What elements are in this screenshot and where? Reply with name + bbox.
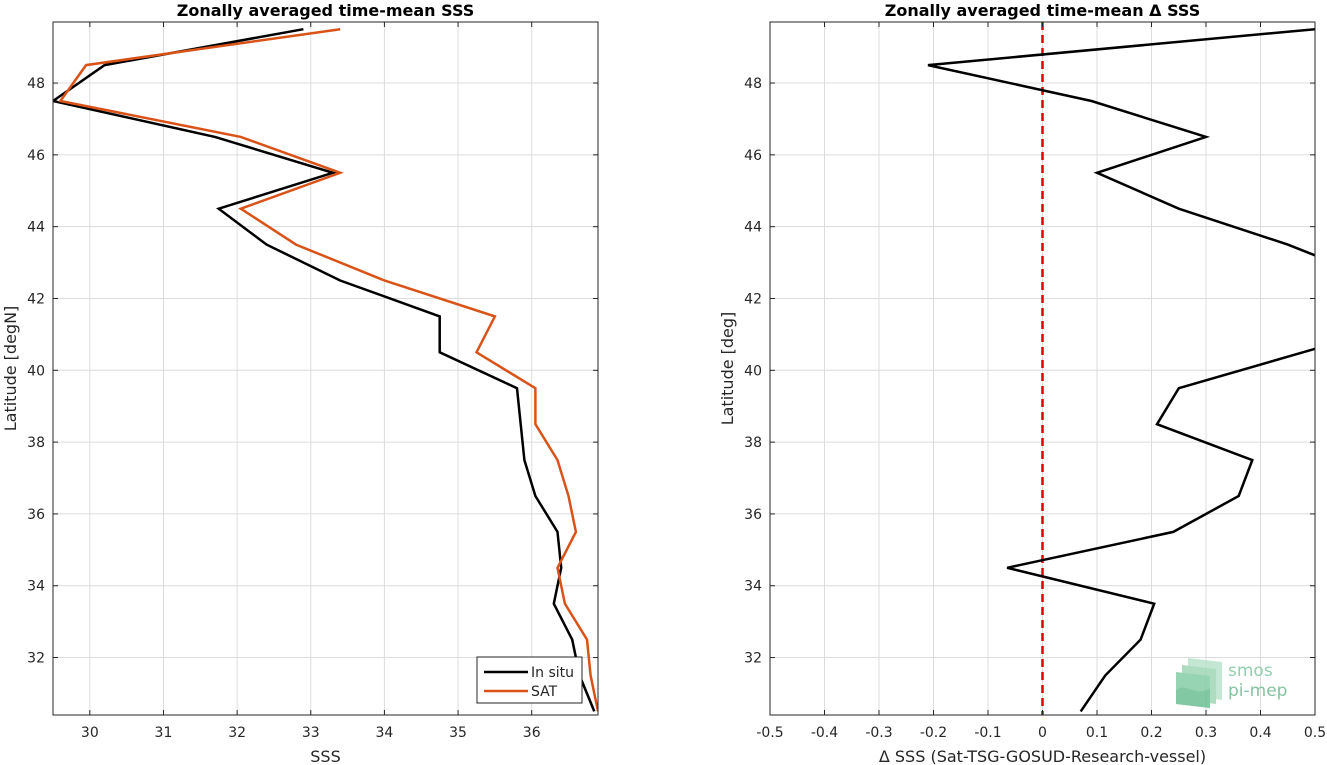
logo-wave-icon (1176, 658, 1222, 708)
logo-text-smos: smos (1228, 661, 1273, 681)
right-chart: -0.5 -0.4 -0.3 -0.2 -0.1 0 0.1 0.2 0.3 0.4 0.5 32 34… (718, 1, 1326, 765)
legend-label-insitu: In situ (531, 665, 574, 681)
right-x-tick-label: 0.5 (1304, 725, 1326, 741)
left-series (53, 27, 598, 712)
left-axes-box (52, 21, 599, 716)
right-y-tick-label: 40 (744, 363, 762, 379)
logo-text-pi-mep: pi-mep (1228, 681, 1287, 701)
smos-pi-mep-logo: smos pi-mep (1176, 658, 1287, 708)
right-x-tick-label: 0.2 (1140, 725, 1162, 741)
right-y-tick-label: 42 (744, 291, 762, 307)
left-y-tick-label: 40 (27, 363, 45, 379)
left-x-tick-label: 33 (302, 725, 320, 741)
right-y-axis-label: Latitude [deg] (718, 312, 737, 426)
right-x-tick-label: -0.2 (920, 725, 947, 741)
right-y-tick-label: 36 (744, 507, 762, 523)
left-y-tick-label: 48 (27, 76, 45, 92)
left-x-axis-label: SSS (310, 747, 340, 765)
left-series-line-sat (58, 27, 598, 712)
right-x-tick-label: -0.1 (974, 725, 1001, 741)
right-y-tick-label: 48 (744, 76, 762, 92)
right-x-tick-label: 0.4 (1249, 725, 1271, 741)
right-x-tick-label: 0.3 (1195, 725, 1217, 741)
left-y-tick-label: 38 (27, 435, 45, 451)
right-series-line-segment-2 (927, 27, 1315, 257)
left-x-tick-label: 34 (376, 725, 394, 741)
left-y-tick-label: 36 (27, 507, 45, 523)
legend-label-sat: SAT (531, 684, 558, 700)
left-y-tick-label: 44 (27, 220, 45, 236)
right-x-tick-label: -0.3 (865, 725, 892, 741)
right-y-tick-label: 46 (744, 148, 762, 164)
right-series (927, 27, 1315, 713)
right-series-line-segment-1 (1006, 347, 1315, 713)
left-x-tick-label: 36 (523, 725, 541, 741)
right-x-tick-label: -0.5 (756, 725, 783, 741)
right-y-tick-label: 32 (744, 651, 762, 667)
left-x-tick-label: 30 (81, 725, 99, 741)
left-y-tick-label: 46 (27, 148, 45, 164)
left-grid (53, 22, 598, 715)
right-y-tick-label: 44 (744, 220, 762, 236)
left-series-line-in-situ (53, 27, 596, 712)
right-ticks: -0.5 -0.4 -0.3 -0.2 -0.1 0 0.1 0.2 0.3 0.4 0.5 32 34… (744, 22, 1326, 741)
left-chart-title: Zonally averaged time-mean SSS (177, 1, 475, 20)
right-x-axis-label: Δ SSS (Sat-TSG-GOSUD-Research-vessel) (879, 747, 1206, 765)
left-chart: 30 31 32 33 34 35 36 32 34 36 38 40 42 44 46 48 Zonally… (1, 1, 599, 765)
right-chart-title: Zonally averaged time-mean Δ SSS (885, 1, 1201, 20)
left-x-tick-label: 32 (228, 725, 246, 741)
right-y-tick-label: 38 (744, 435, 762, 451)
left-x-tick-label: 31 (155, 725, 173, 741)
right-y-tick-label: 34 (744, 579, 762, 595)
left-y-tick-label: 34 (27, 579, 45, 595)
right-x-tick-label: -0.4 (811, 725, 838, 741)
right-x-tick-label: 0 (1038, 725, 1047, 741)
legend: In situ SAT (476, 656, 583, 704)
left-y-tick-label: 42 (27, 291, 45, 307)
left-x-tick-label: 35 (449, 725, 467, 741)
right-grid (769, 22, 1316, 715)
legend-box (476, 656, 583, 704)
right-x-tick-label: 0.1 (1086, 725, 1108, 741)
left-y-tick-label: 32 (27, 651, 45, 667)
left-ticks: 30 31 32 33 34 35 36 32 34 36 38 40 42 44 46 48 (27, 22, 598, 741)
left-y-axis-label: Latitude [degN] (1, 306, 20, 432)
